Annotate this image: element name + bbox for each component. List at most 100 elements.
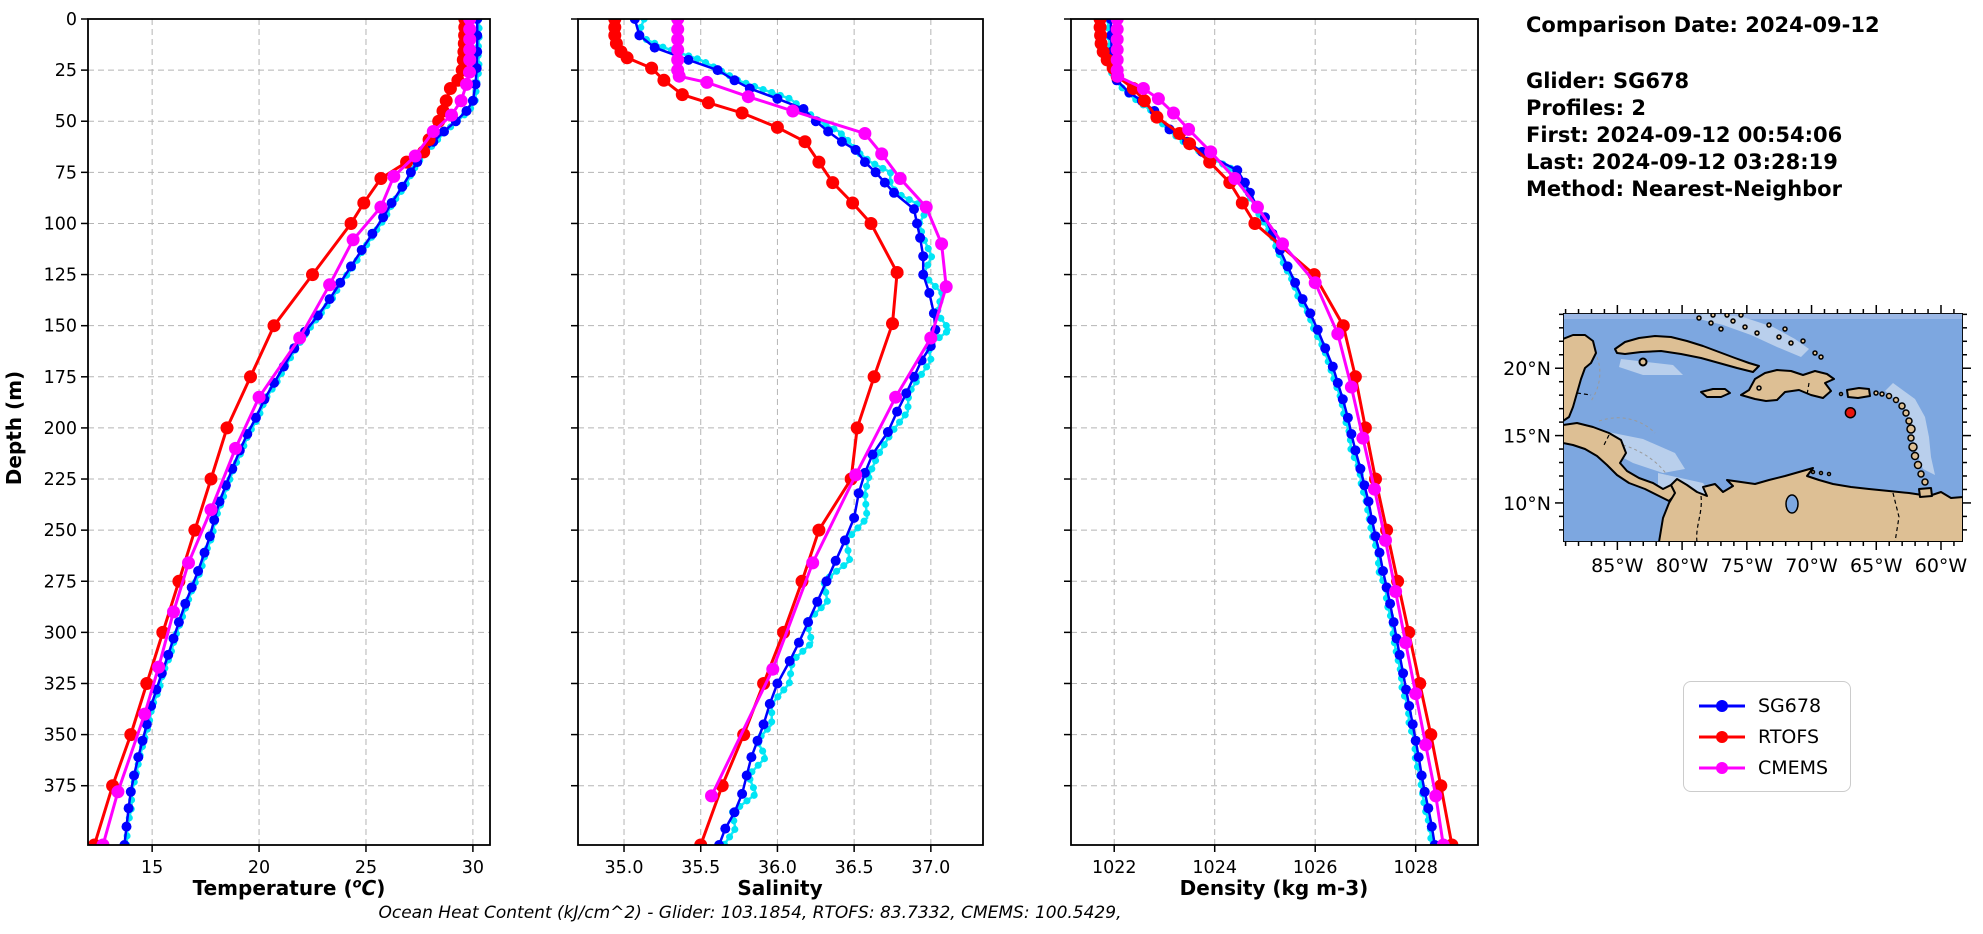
axis-ticks — [81, 18, 474, 852]
y-axis-title: Depth (m) — [2, 370, 26, 486]
map-borders — [1576, 382, 1900, 542]
legend-label-rtofs: RTOFS — [1758, 725, 1820, 748]
svg-text:100: 100 — [44, 214, 77, 234]
map-ticks — [1555, 305, 1971, 550]
svg-text:375: 375 — [44, 777, 77, 797]
map-land — [1563, 334, 1963, 542]
grid — [88, 19, 490, 845]
svg-text:325: 325 — [44, 674, 77, 694]
grid — [1071, 19, 1478, 845]
map-lon-label: 80°W — [1656, 555, 1709, 577]
comparison-info-block: Comparison Date: 2024-09-12 Glider: SG67… — [1526, 12, 1880, 203]
svg-text:30: 30 — [462, 858, 484, 878]
plot-frame — [1070, 18, 1479, 846]
map-lat-label: 15°N — [1503, 426, 1551, 448]
x-axis-title-salinity: Salinity — [737, 876, 823, 900]
svg-text:175: 175 — [44, 368, 77, 388]
series-CMEMS — [1110, 19, 1450, 845]
map-ocean-top-band — [1563, 313, 1963, 319]
map-area — [1563, 313, 1963, 542]
raw-glider-profile-core — [635, 19, 952, 845]
series-layer — [608, 19, 955, 845]
svg-text:125: 125 — [44, 266, 77, 286]
plot-2: 1022 1024 1026 1028 — [1064, 18, 1479, 878]
svg-text:35.0: 35.0 — [605, 858, 644, 878]
svg-text:200: 200 — [44, 419, 77, 439]
svg-text:275: 275 — [44, 572, 77, 592]
location-map: 20°N 15°N 10°N 85°W 80°W 75°W 70°W 65°W 60°W — [1503, 305, 1971, 577]
legend-swatch-sg678 — [1699, 699, 1745, 712]
svg-text:25: 25 — [55, 61, 77, 81]
grid — [578, 19, 983, 845]
series-RTOFS-line — [1098, 19, 1454, 845]
map-jamaica — [1700, 388, 1731, 398]
svg-text:20: 20 — [248, 858, 270, 878]
legend-swatch-rtofs — [1699, 730, 1745, 743]
first-profile-time: First: 2024-09-12 00:54:06 — [1526, 123, 1843, 147]
svg-text:35.5: 35.5 — [681, 858, 720, 878]
svg-text:1026: 1026 — [1293, 858, 1338, 878]
legend-swatch-cmems — [1699, 761, 1745, 774]
series-CMEMS-line — [1115, 19, 1445, 845]
series-CMEMS — [671, 19, 953, 803]
series-SG678 — [1105, 19, 1440, 845]
map-isle-of-youth — [1638, 357, 1648, 367]
map-puerto-rico — [1846, 387, 1871, 399]
svg-text:36.0: 36.0 — [758, 858, 797, 878]
map-trinidad — [1918, 487, 1933, 498]
svg-text:1024: 1024 — [1192, 858, 1237, 878]
svg-text:1028: 1028 — [1393, 858, 1438, 878]
map-cuba — [1614, 335, 1760, 373]
map-hispaniola — [1740, 369, 1835, 402]
svg-text:350: 350 — [44, 726, 77, 746]
temp-title-close: ) — [376, 876, 386, 900]
series-layer — [88, 19, 483, 845]
axis-tick-labels: 35.0 35.5 36.0 36.5 37.0 — [605, 858, 951, 878]
svg-text:250: 250 — [44, 521, 77, 541]
plot-frame — [87, 18, 491, 846]
series-layer — [1093, 19, 1459, 845]
raw-glider-profile-core — [1106, 19, 1433, 845]
series-CMEMS-line — [101, 19, 472, 845]
x-axis-title-density: Density (kg m-3) — [1179, 876, 1369, 900]
map-lon-label: 70°W — [1785, 555, 1838, 577]
axis-tick-labels: 15 20 25 3002550751001251501752002252502753… — [44, 10, 484, 878]
profiles-count: Profiles: 2 — [1526, 96, 1647, 120]
plot-frame — [577, 18, 984, 846]
x-axis-title-temperature: Temperature (oC) — [139, 876, 439, 900]
axis-tick-labels: 1022 1024 1026 1028 — [1092, 858, 1438, 878]
profile-plots: 15 20 25 3002550751001251501752002252502753… — [44, 10, 1479, 878]
map-small-islands — [1696, 313, 1929, 486]
map-lon-label: 65°W — [1850, 555, 1903, 577]
svg-text:150: 150 — [44, 317, 77, 337]
raw-glider-profile-line — [633, 19, 955, 845]
temp-title-unit: C — [361, 876, 377, 900]
map-lon-label: 85°W — [1591, 555, 1644, 577]
svg-text:37.0: 37.0 — [911, 858, 950, 878]
axis-ticks — [1064, 18, 1417, 852]
svg-text:36.5: 36.5 — [835, 858, 874, 878]
map-yucatan — [1563, 334, 1597, 422]
glider-name: Glider: SG678 — [1526, 69, 1690, 93]
temp-title-text: Temperature ( — [192, 876, 353, 900]
temp-title-sup: o — [352, 876, 362, 892]
legend: SG678 RTOFS CMEMS — [1683, 681, 1851, 792]
svg-text:1022: 1022 — [1092, 858, 1137, 878]
map-lon-label: 60°W — [1915, 555, 1968, 577]
map-lat-label: 20°N — [1503, 358, 1551, 380]
svg-text:50: 50 — [55, 112, 77, 132]
interp-method: Method: Nearest-Neighbor — [1526, 177, 1842, 201]
raw-glider-profile-line — [1104, 19, 1435, 845]
plot-0: 15 20 25 3002550751001251501752002252502753… — [44, 10, 491, 878]
map-tick-labels: 20°N 15°N 10°N 85°W 80°W 75°W 70°W 65°W 60°W — [1503, 358, 1967, 577]
map-lon-label: 75°W — [1721, 555, 1774, 577]
legend-item-rtofs: RTOFS — [1696, 721, 1850, 752]
svg-text:225: 225 — [44, 470, 77, 490]
series-CMEMS — [96, 19, 477, 845]
series-SG678-line — [1109, 19, 1437, 845]
map-lake-maracaibo — [1785, 494, 1799, 514]
svg-text:75: 75 — [55, 163, 77, 183]
map-depth-contours — [1590, 356, 1668, 476]
svg-text:15: 15 — [141, 858, 163, 878]
series-RTOFS — [608, 19, 904, 845]
